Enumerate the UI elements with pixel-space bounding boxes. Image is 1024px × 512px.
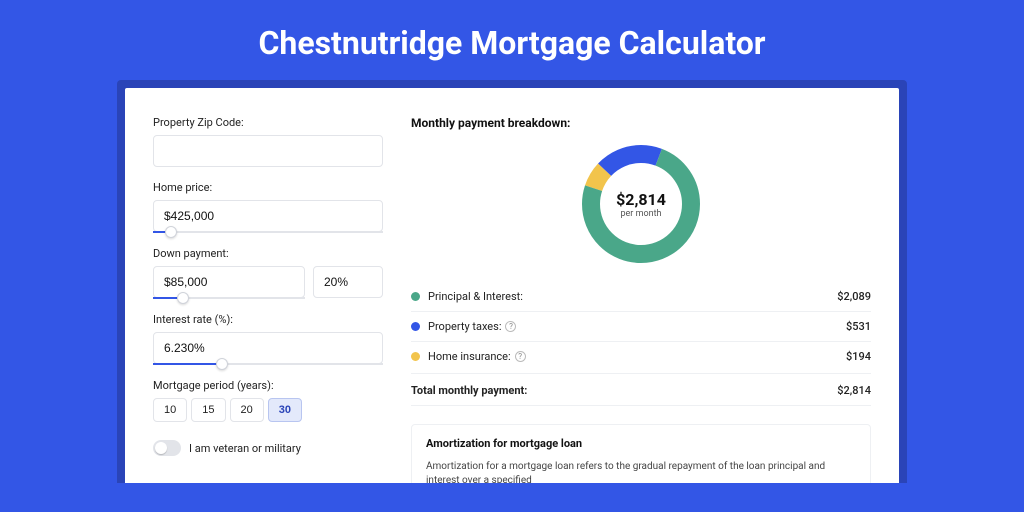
home-price-slider[interactable] xyxy=(153,231,383,233)
home-price-label: Home price: xyxy=(153,181,383,194)
down-payment-label: Down payment: xyxy=(153,247,383,260)
period-button-15[interactable]: 15 xyxy=(191,398,225,422)
inputs-panel: Property Zip Code: Home price: Down paym… xyxy=(153,116,383,475)
amortization-title: Amortization for mortgage loan xyxy=(426,437,856,450)
period-button-30[interactable]: 30 xyxy=(268,398,302,422)
interest-rate-field: Interest rate (%): xyxy=(153,313,383,365)
period-button-group: 10152030 xyxy=(153,398,383,422)
period-label: Mortgage period (years): xyxy=(153,379,383,392)
interest-rate-label: Interest rate (%): xyxy=(153,313,383,326)
slider-thumb[interactable] xyxy=(177,292,189,304)
legend-value: $2,089 xyxy=(837,290,871,303)
down-payment-field: Down payment: xyxy=(153,247,383,299)
amortization-text: Amortization for a mortgage loan refers … xyxy=(426,460,856,483)
period-button-10[interactable]: 10 xyxy=(153,398,187,422)
calculator-card: Property Zip Code: Home price: Down paym… xyxy=(125,88,899,483)
legend-value: $194 xyxy=(846,350,871,363)
donut-center: $2,814 per month xyxy=(581,144,701,264)
legend-label: Principal & Interest: xyxy=(428,290,837,303)
legend-row: Principal & Interest:$2,089 xyxy=(411,282,871,312)
breakdown-panel: Monthly payment breakdown: $2,814 per mo… xyxy=(411,116,871,475)
zip-input[interactable] xyxy=(153,135,383,167)
interest-rate-input[interactable] xyxy=(153,332,383,364)
toggle-knob xyxy=(155,442,167,454)
amortization-card: Amortization for mortgage loan Amortizat… xyxy=(411,424,871,483)
total-row: Total monthly payment: $2,814 xyxy=(411,373,871,406)
legend-value: $531 xyxy=(846,320,871,333)
veteran-toggle[interactable] xyxy=(153,440,181,456)
home-price-field: Home price: xyxy=(153,181,383,233)
legend-dot xyxy=(411,352,420,361)
zip-label: Property Zip Code: xyxy=(153,116,383,129)
period-field: Mortgage period (years): 10152030 xyxy=(153,379,383,422)
donut-sub: per month xyxy=(620,209,661,219)
period-button-20[interactable]: 20 xyxy=(230,398,264,422)
legend-label: Home insurance: ? xyxy=(428,350,846,363)
veteran-row: I am veteran or military xyxy=(153,440,383,456)
slider-thumb[interactable] xyxy=(216,358,228,370)
zip-field: Property Zip Code: xyxy=(153,116,383,167)
down-payment-amount-input[interactable] xyxy=(153,266,305,298)
total-value: $2,814 xyxy=(837,384,871,397)
legend-dot xyxy=(411,292,420,301)
help-icon[interactable]: ? xyxy=(505,321,516,332)
donut-chart: $2,814 per month xyxy=(411,144,871,264)
total-label: Total monthly payment: xyxy=(411,384,837,397)
donut-amount: $2,814 xyxy=(616,190,666,209)
down-payment-slider[interactable] xyxy=(153,297,305,299)
legend: Principal & Interest:$2,089Property taxe… xyxy=(411,282,871,371)
legend-dot xyxy=(411,322,420,331)
legend-row: Property taxes: ?$531 xyxy=(411,312,871,342)
help-icon[interactable]: ? xyxy=(515,351,526,362)
interest-rate-slider[interactable] xyxy=(153,363,383,365)
breakdown-title: Monthly payment breakdown: xyxy=(411,116,871,130)
home-price-input[interactable] xyxy=(153,200,383,232)
card-shadow: Property Zip Code: Home price: Down paym… xyxy=(117,80,907,483)
slider-thumb[interactable] xyxy=(165,226,177,238)
page-title: Chestnutridge Mortgage Calculator xyxy=(0,0,1024,80)
veteran-label: I am veteran or military xyxy=(189,442,301,455)
legend-label: Property taxes: ? xyxy=(428,320,846,333)
legend-row: Home insurance: ?$194 xyxy=(411,342,871,371)
down-payment-percent-input[interactable] xyxy=(313,266,383,298)
